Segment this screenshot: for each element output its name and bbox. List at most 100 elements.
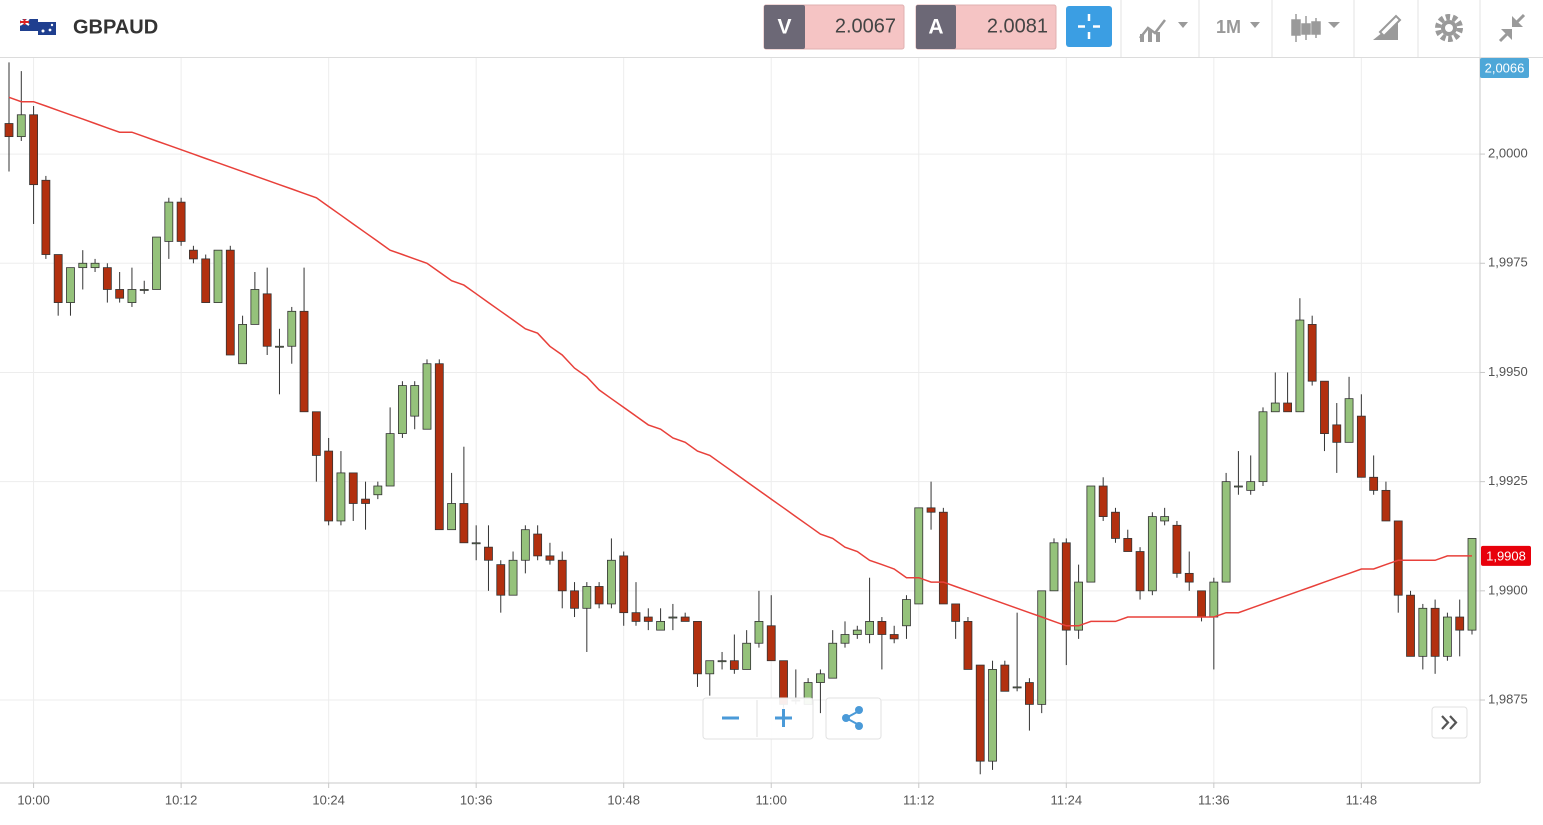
candle-body [1025, 682, 1034, 705]
candle-body [1332, 424, 1342, 443]
candle-body [1172, 524, 1182, 574]
candle-body [1443, 616, 1452, 657]
candle-body [410, 385, 420, 417]
candle-body [594, 586, 604, 605]
candle-body [90, 262, 100, 269]
candle-body [1356, 415, 1366, 478]
candle-body [115, 289, 125, 299]
y-tick-label: 1,9925 [1488, 473, 1528, 488]
candle-body [508, 559, 518, 596]
sell-button[interactable]: V 2.0067 [763, 4, 905, 50]
candle-body [348, 472, 358, 504]
y-tick-label: 2,0000 [1488, 146, 1528, 161]
crosshair-button[interactable] [1066, 6, 1112, 47]
candle-body [668, 616, 678, 619]
candle-body [1000, 664, 1010, 692]
candle-body [693, 621, 702, 675]
candle-body [938, 511, 948, 605]
candle-body [16, 114, 26, 138]
y-tick-label: 1,9950 [1488, 364, 1528, 379]
x-tick-label: 11:36 [1198, 792, 1230, 807]
grid [0, 58, 1480, 783]
plot-area [4, 62, 1477, 775]
candle-body [361, 498, 370, 504]
candle-body [1160, 516, 1170, 522]
collapse-button[interactable] [1498, 13, 1526, 43]
candle-body [1111, 511, 1120, 539]
ma-price-text: 1,9908 [1486, 548, 1526, 563]
x-tick-label: 10:24 [312, 792, 345, 807]
candle-body [816, 673, 825, 683]
candle-body [287, 310, 297, 347]
x-tick-label: 10:48 [607, 792, 640, 807]
x-tick-label: 11:12 [903, 792, 935, 807]
ma-price-tag [1481, 545, 1531, 566]
candle-body [840, 634, 850, 644]
candle-body [582, 586, 592, 609]
candle-body [1234, 485, 1243, 488]
candle-body [176, 201, 186, 242]
candle-body [53, 254, 63, 303]
candle-body [4, 123, 14, 138]
candle-body [951, 603, 961, 622]
candle-body [1283, 402, 1292, 413]
zoom-in-button[interactable] [775, 709, 792, 727]
candle-body [1467, 538, 1477, 631]
candle-body [705, 660, 715, 675]
candle-body [643, 616, 653, 622]
candle-body [1320, 380, 1329, 435]
candle-body [139, 289, 149, 291]
zoom-panel [702, 697, 814, 740]
candle-body [1295, 319, 1305, 413]
candle-body [1147, 516, 1157, 592]
y-tick-label: 1,9900 [1488, 582, 1528, 597]
buy-price: 2.0081 [987, 15, 1048, 37]
draw-button[interactable] [1373, 14, 1402, 40]
toolbar: GBPAUD V 2.0067 A 2.0081 1M [0, 0, 1543, 58]
candle-body [656, 621, 665, 631]
candle-body [311, 411, 321, 456]
candle-body [250, 289, 260, 325]
candle-body [471, 542, 481, 545]
settings-button[interactable] [1435, 14, 1463, 42]
x-tick-label: 11:48 [1346, 792, 1378, 807]
candle-body [1049, 542, 1059, 592]
candle-body [1430, 607, 1440, 657]
moving-average [8, 96, 1472, 627]
price-text: 2,0066 [1485, 60, 1525, 75]
candle-body [29, 114, 38, 186]
timeframe-button[interactable]: 1M [1216, 17, 1260, 37]
candle-body [828, 642, 838, 679]
candle-body [1184, 572, 1194, 583]
buy-button[interactable]: A 2.0081 [915, 4, 1057, 50]
candle-body [975, 664, 985, 762]
candle-body [66, 267, 75, 303]
price-tag [1480, 58, 1529, 78]
chart-type-button[interactable] [1291, 14, 1340, 42]
candle-body [434, 363, 444, 531]
candle-body [1074, 581, 1083, 631]
candle-body [1086, 485, 1096, 583]
candle-body [619, 555, 629, 614]
candle-body [152, 236, 161, 290]
scroll-latest-button[interactable] [1431, 706, 1468, 739]
candle-body [680, 616, 690, 622]
candle-body [1012, 686, 1022, 689]
indicator-button[interactable] [1139, 19, 1188, 42]
timeframe: 1M [1216, 17, 1241, 37]
candle-body [852, 629, 862, 635]
candle-body [299, 310, 309, 413]
candle-body [78, 262, 88, 269]
candle-body [729, 660, 739, 670]
candle-body [1369, 476, 1379, 491]
share-button[interactable] [825, 697, 882, 740]
candle-body [213, 249, 223, 303]
candle-body [238, 324, 247, 365]
candle-body [41, 179, 51, 255]
candle-body [902, 599, 911, 627]
candle-body [926, 507, 936, 513]
candle-body [373, 485, 383, 496]
candle-body [1418, 607, 1428, 657]
